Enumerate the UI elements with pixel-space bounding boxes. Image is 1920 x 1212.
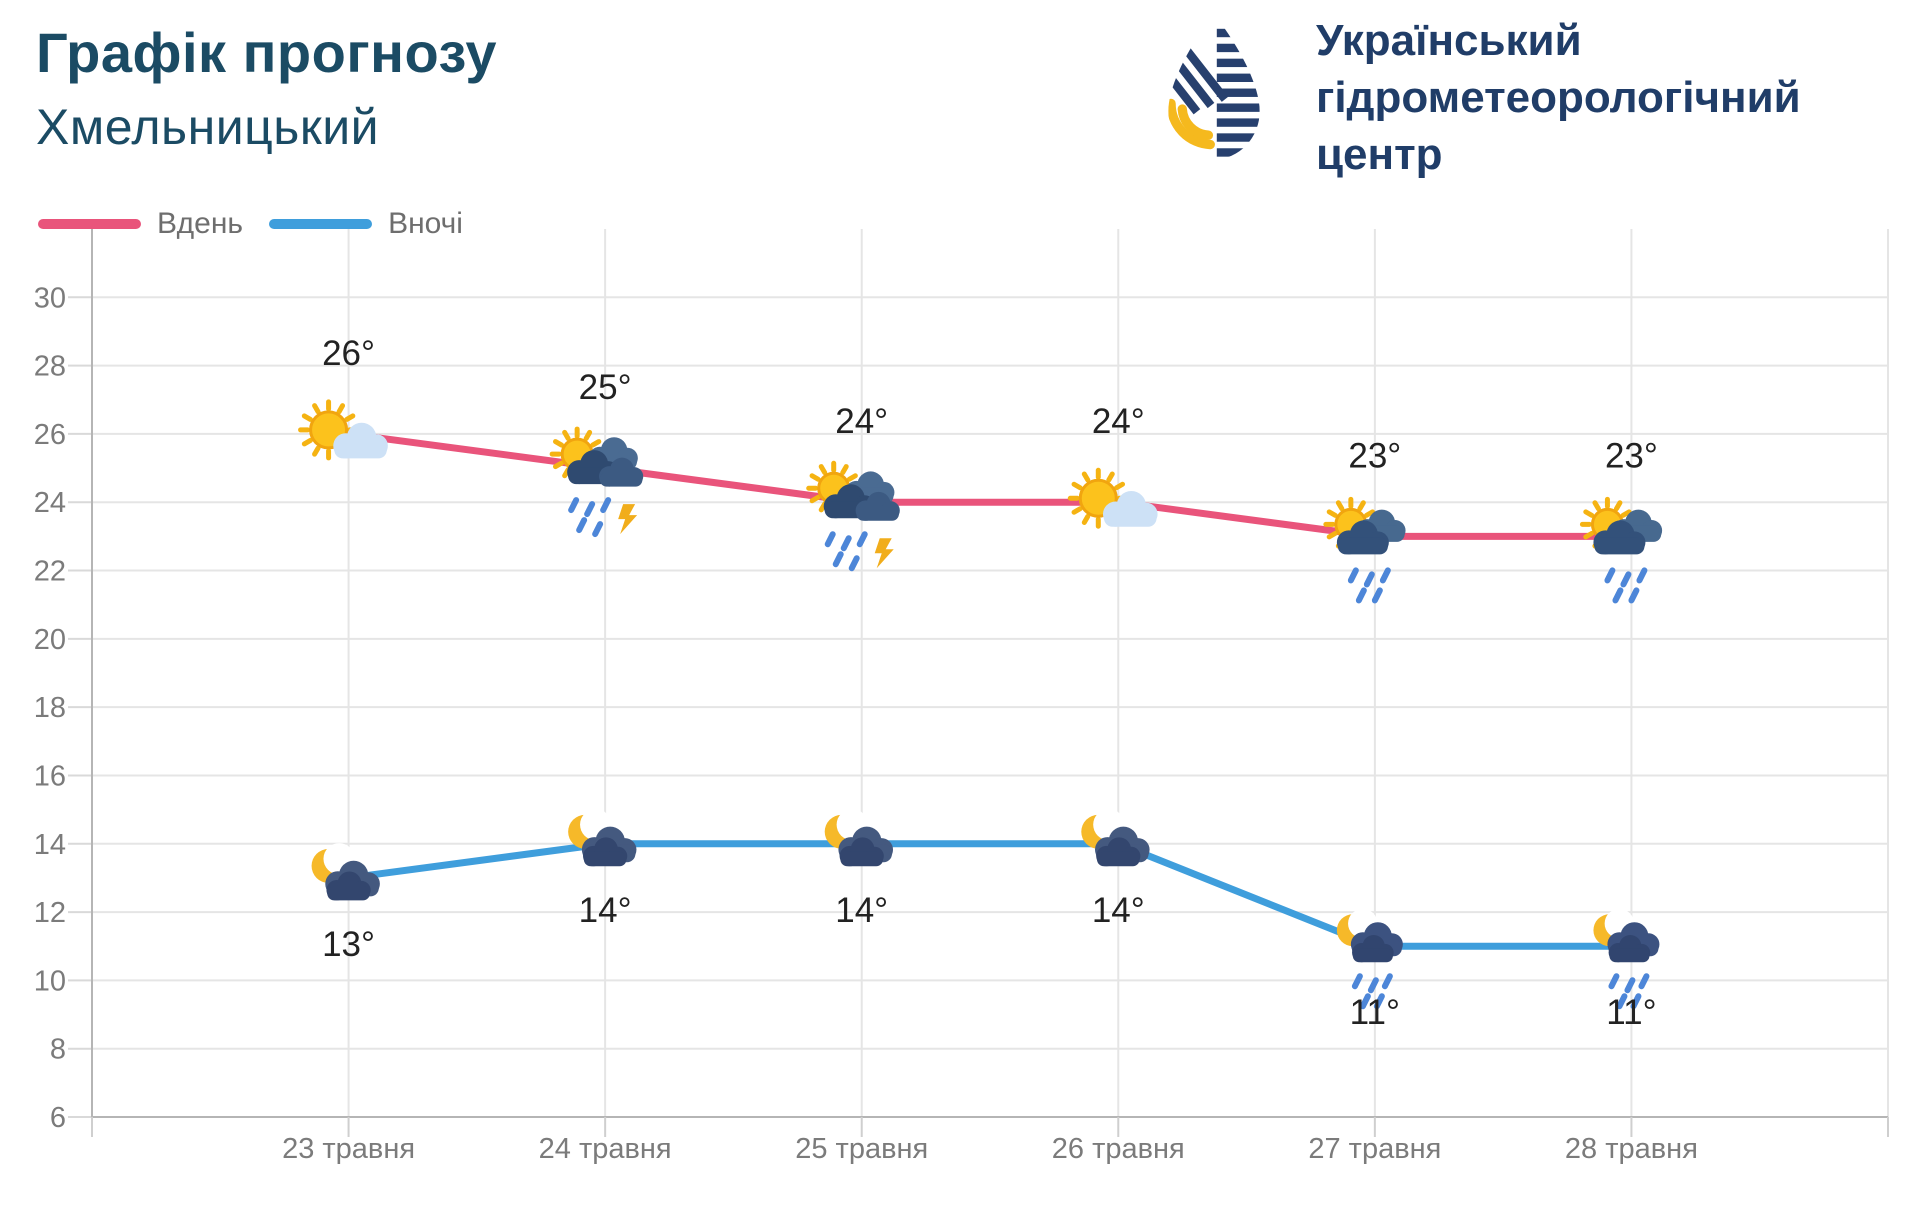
rain-drops <box>824 531 868 572</box>
night-temp-label: 14° <box>579 891 632 930</box>
rain-drops <box>1347 567 1391 604</box>
x-axis-label: 23 травня <box>282 1133 415 1165</box>
page-subtitle-city: Хмельницький <box>36 99 380 155</box>
night-temp-label: 14° <box>1092 891 1145 930</box>
weather-icon-sun-cloud <box>298 399 388 461</box>
y-axis-label: 14 <box>34 829 66 861</box>
night-temp-label: 11° <box>1350 993 1400 1032</box>
rain-drops <box>568 497 612 538</box>
uhmc-logo-text-line3: центр <box>1316 130 1443 179</box>
y-axis-label: 24 <box>34 487 66 519</box>
night-temp-label: 13° <box>322 925 375 964</box>
x-axis-label: 28 травня <box>1565 1133 1698 1165</box>
x-axis-label: 26 травня <box>1052 1133 1185 1165</box>
rain-drops <box>1604 567 1648 604</box>
uhmc-logo-text-line1: Український <box>1316 16 1582 65</box>
y-axis-label: 10 <box>34 965 66 997</box>
night-temperature-line <box>345 840 1635 950</box>
weather-icon-sun-rain-lightning <box>549 426 644 538</box>
cloud-shape <box>1608 935 1651 963</box>
y-axis-label: 6 <box>50 1102 66 1134</box>
uhmc-logo-text: Український гідрометеорологічний центр <box>1316 12 1801 183</box>
lightning-bolt <box>874 538 894 569</box>
y-axis-label: 26 <box>34 419 66 451</box>
cloud-shape <box>1352 935 1394 963</box>
page-title: Графік прогнозу <box>36 21 498 84</box>
weather-icon-moon-cloud <box>311 843 380 901</box>
cloud-shape <box>1102 491 1158 527</box>
weather-icon-sun-cloud <box>1067 467 1158 529</box>
night-temp-label: 11° <box>1606 993 1656 1032</box>
y-axis-label: 30 <box>34 282 66 314</box>
x-axis-label: 24 травня <box>539 1133 672 1165</box>
day-temp-label: 23° <box>1605 436 1658 475</box>
y-axis-label: 16 <box>34 760 66 792</box>
legend-night-line-swatch <box>269 219 373 229</box>
y-axis-label: 8 <box>50 1034 66 1066</box>
day-temp-label: 24° <box>835 402 888 441</box>
weather-icon-moon-rain <box>1593 908 1660 1010</box>
day-temp-label: 26° <box>322 334 375 373</box>
y-axis-label: 20 <box>34 624 66 656</box>
night-temp-label: 14° <box>835 891 888 930</box>
y-axis-label: 28 <box>34 351 66 383</box>
legend-day-label: Вдень <box>157 207 244 240</box>
x-axis-label: 25 травня <box>795 1133 928 1165</box>
uhmc-drop-icon <box>1168 28 1260 157</box>
cloud-shape <box>855 491 900 521</box>
weather-icon-sun-rain <box>1579 496 1663 604</box>
y-axis-label: 18 <box>34 692 66 724</box>
cloud-shape <box>333 422 388 459</box>
x-axis-label: 27 травня <box>1308 1133 1441 1165</box>
cloud-shape <box>599 457 644 487</box>
cloud-shape <box>1593 520 1646 555</box>
lightning-bolt <box>618 504 638 535</box>
legend-day-line-swatch <box>38 219 141 229</box>
day-temp-label: 25° <box>579 368 632 407</box>
weather-icon-moon-cloud <box>824 808 894 867</box>
rain-drops <box>1608 973 1650 1010</box>
uhmc-logo: Український гідрометеорологічний центр <box>1158 10 1801 183</box>
cloud-shape <box>326 871 371 901</box>
cloud-shape <box>839 837 884 867</box>
weather-icon-moon-rain <box>1336 908 1403 1010</box>
weather-icon-sun-rain-lightning <box>806 460 900 572</box>
weather-icon-sun-rain <box>1323 496 1406 604</box>
cloud-shape <box>1096 837 1141 867</box>
legend-night-label: Вночі <box>388 207 463 240</box>
rain-drops <box>1351 973 1393 1010</box>
chart-legend: Вдень Вночі <box>38 206 489 242</box>
day-temperature-line <box>345 430 1635 540</box>
weather-icon-moon-cloud <box>568 808 637 867</box>
y-axis-label: 22 <box>34 556 66 588</box>
weather-icon-moon-cloud <box>1081 808 1150 867</box>
cloud-shape <box>1336 520 1389 555</box>
y-axis-label: 12 <box>34 897 66 929</box>
uhmc-logo-text-line2: гідрометеорологічний <box>1316 73 1801 122</box>
cloud-shape <box>583 837 628 867</box>
day-temp-label: 24° <box>1092 402 1145 441</box>
day-temp-label: 23° <box>1348 436 1401 475</box>
